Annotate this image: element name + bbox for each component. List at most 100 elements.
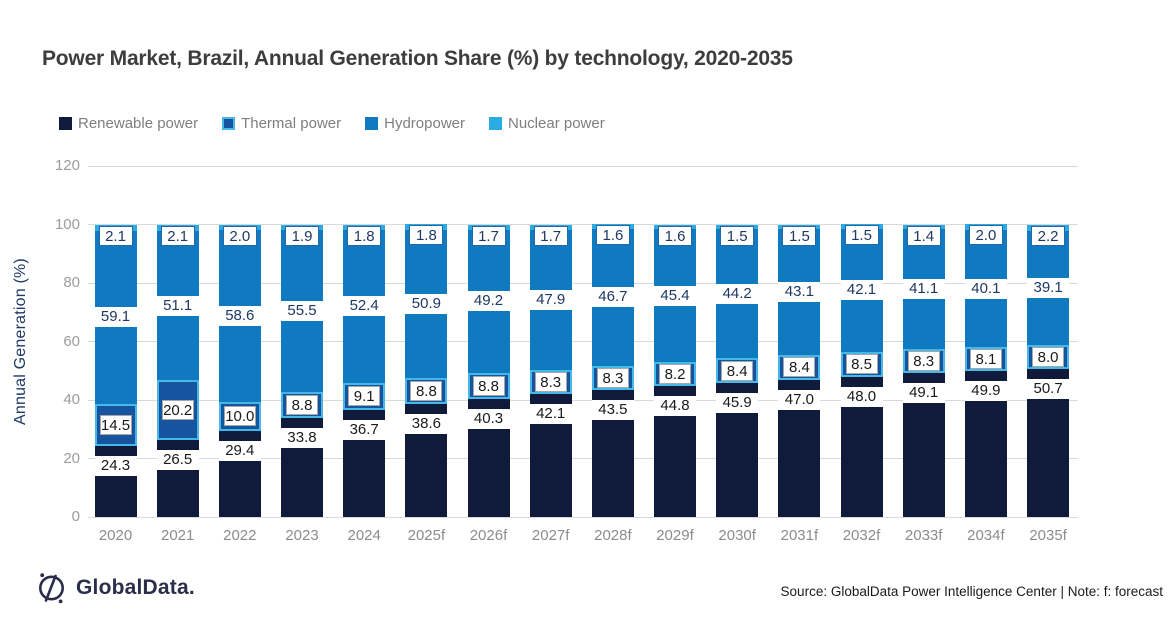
data-label-renewable-2033f: 49.1 (902, 383, 945, 404)
data-label-nuclear-2034f: 2.0 (968, 225, 1003, 246)
data-label-thermal-2032f: 8.5 (845, 354, 878, 375)
y-axis-tick-label: 60 (63, 332, 80, 350)
data-label-thermal-2028f: 8.3 (596, 367, 629, 388)
data-label-nuclear-2029f: 1.6 (658, 225, 692, 246)
gridline-20 (88, 458, 1078, 459)
data-label-hydro-2029f: 45.4 (654, 285, 696, 306)
data-label-thermal-2027f: 8.3 (534, 371, 567, 392)
data-label-hydro-2027f: 47.9 (529, 289, 572, 310)
data-label-hydro-2033f: 41.1 (902, 279, 945, 299)
bar-group-2034f: 49.9 8.1 40.1 2.0 (964, 166, 1007, 517)
globaldata-logo: GlobalData. (36, 570, 195, 606)
x-axis-label-2030f: 2030f (718, 527, 756, 544)
x-axis-label-2032f: 2032f (842, 527, 881, 544)
data-label-hydro-2026f: 49.2 (467, 291, 510, 312)
gridline-100 (88, 224, 1078, 225)
data-label-renewable-2028f: 43.5 (591, 399, 634, 420)
data-label-thermal-2021: 20.2 (161, 399, 194, 420)
bar-group-2032f: 48.0 8.5 42.1 1.5 (840, 166, 883, 517)
data-label-thermal-2033f: 8.3 (907, 351, 940, 372)
data-label-nuclear-2030f: 1.5 (720, 225, 755, 246)
data-label-nuclear-2033f: 1.4 (906, 225, 941, 246)
legend-label-hydro: Hydropower (384, 115, 465, 132)
gridline-0 (88, 516, 1078, 518)
data-label-renewable-2026f: 40.3 (467, 409, 510, 430)
data-label-renewable-2020: 24.3 (94, 455, 137, 476)
legend-swatch-hydro-icon (365, 117, 379, 130)
data-label-thermal-2029f: 8.2 (659, 364, 691, 384)
bar-group-2023: 33.8 8.8 55.5 1.9 (281, 166, 323, 517)
x-axis-label-2028f: 2028f (594, 527, 632, 544)
x-axis-label-2025f: 2025f (407, 527, 446, 544)
legend-item-thermal: Thermal power (222, 115, 341, 132)
bar-group-2027f: 42.1 8.3 47.9 1.7 (529, 166, 572, 517)
y-axis-tick-label: 80 (63, 274, 80, 291)
chart-title: Power Market, Brazil, Annual Generation … (42, 47, 793, 70)
data-label-renewable-2025f: 38.6 (405, 414, 448, 435)
data-label-hydro-2025f: 50.9 (405, 293, 448, 314)
data-label-nuclear-2028f: 1.6 (595, 225, 630, 246)
data-label-renewable-2023: 33.8 (281, 428, 323, 449)
data-label-nuclear-2022: 2.0 (222, 225, 257, 246)
x-axis-label-2035f: 2035f (1029, 527, 1067, 544)
data-label-nuclear-2026f: 1.7 (471, 225, 506, 246)
data-label-renewable-2027f: 42.1 (529, 403, 572, 424)
legend-item-renewable: Renewable power (59, 115, 198, 132)
data-label-hydro-2035f: 39.1 (1027, 278, 1070, 299)
x-axis-label-2024: 2024 (347, 527, 381, 544)
data-label-thermal-2022: 10.0 (223, 406, 256, 427)
data-label-thermal-2026f: 8.8 (472, 376, 505, 397)
y-axis-tick-label: 0 (71, 508, 80, 525)
data-label-hydro-2023: 55.5 (281, 301, 323, 322)
gridline-120 (88, 165, 1078, 167)
legend-label-renewable: Renewable power (78, 115, 199, 132)
bar-group-2028f: 43.5 8.3 46.7 1.6 (591, 166, 634, 517)
data-label-hydro-2031f: 43.1 (778, 281, 821, 302)
data-label-thermal-2031f: 8.4 (783, 357, 816, 378)
y-axis-tick-label: 120 (54, 157, 80, 174)
x-axis-label-2022: 2022 (223, 527, 257, 544)
data-label-hydro-2028f: 46.7 (591, 287, 634, 308)
data-label-renewable-2022: 29.4 (218, 441, 261, 461)
legend: Renewable power Thermal power Hydropower… (59, 115, 605, 132)
bar-group-2025f: 38.6 8.8 50.9 1.8 (405, 166, 448, 517)
data-label-nuclear-2025f: 1.8 (409, 225, 444, 246)
data-label-nuclear-2021: 2.1 (160, 225, 195, 246)
bar-group-2030f: 45.9 8.4 44.2 1.5 (716, 166, 759, 517)
data-label-renewable-2031f: 47.0 (778, 389, 821, 410)
data-label-hydro-2032f: 42.1 (840, 280, 883, 301)
x-axis-label-2031f: 2031f (780, 527, 819, 544)
legend-swatch-thermal-icon (222, 117, 236, 130)
data-label-nuclear-2020: 2.1 (98, 225, 133, 246)
data-label-hydro-2021: 51.1 (156, 295, 199, 316)
data-label-thermal-2023: 8.8 (286, 395, 318, 416)
data-label-renewable-2024: 36.7 (343, 419, 386, 440)
y-axis-title: Annual Generation (%) (12, 258, 29, 425)
data-label-renewable-2034f: 49.9 (964, 381, 1007, 401)
data-label-nuclear-2035f: 2.2 (1031, 225, 1066, 246)
bar-group-2024: 36.7 9.1 52.4 1.8 (343, 166, 386, 517)
data-label-nuclear-2031f: 1.5 (782, 225, 817, 246)
data-label-hydro-2020: 59.1 (94, 307, 137, 328)
data-label-thermal-2025f: 8.8 (410, 381, 443, 402)
data-label-hydro-2022: 58.6 (218, 306, 261, 327)
gridline-60 (88, 341, 1078, 342)
data-label-nuclear-2024: 1.8 (347, 225, 382, 246)
bar-group-2033f: 49.1 8.3 41.1 1.4 (902, 166, 945, 517)
x-axis-label-2021: 2021 (161, 527, 195, 544)
legend-label-nuclear: Nuclear power (508, 115, 605, 132)
legend-label-thermal: Thermal power (241, 115, 342, 132)
data-label-renewable-2032f: 48.0 (840, 386, 883, 407)
bar-group-2021: 26.5 20.2 51.1 2.1 (156, 166, 199, 517)
y-axis-tick-label: 100 (54, 215, 80, 233)
x-axis-label-2023: 2023 (285, 527, 319, 544)
data-label-thermal-2024: 9.1 (348, 386, 381, 407)
data-label-renewable-2035f: 50.7 (1027, 378, 1070, 399)
bar-group-2031f: 47.0 8.4 43.1 1.5 (778, 166, 821, 517)
x-axis-label-2020: 2020 (98, 527, 133, 544)
data-label-hydro-2034f: 40.1 (964, 278, 1007, 299)
data-label-renewable-2021: 26.5 (156, 449, 199, 470)
legend-swatch-nuclear-icon (489, 117, 502, 130)
data-label-hydro-2024: 52.4 (343, 296, 386, 317)
